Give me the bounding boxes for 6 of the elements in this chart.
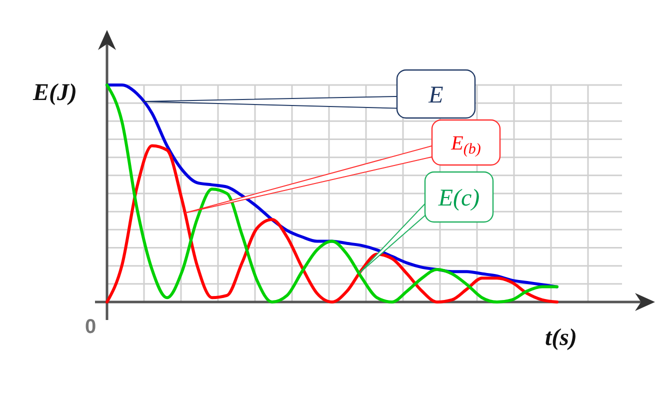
y-axis-title: E(J) (32, 80, 77, 106)
text: E$_{(b)}$ (450, 132, 481, 158)
text: E (428, 82, 444, 108)
text: 0 (85, 316, 96, 338)
x-axis-title: t(s) (545, 325, 577, 351)
text: E(c) (437, 185, 480, 212)
